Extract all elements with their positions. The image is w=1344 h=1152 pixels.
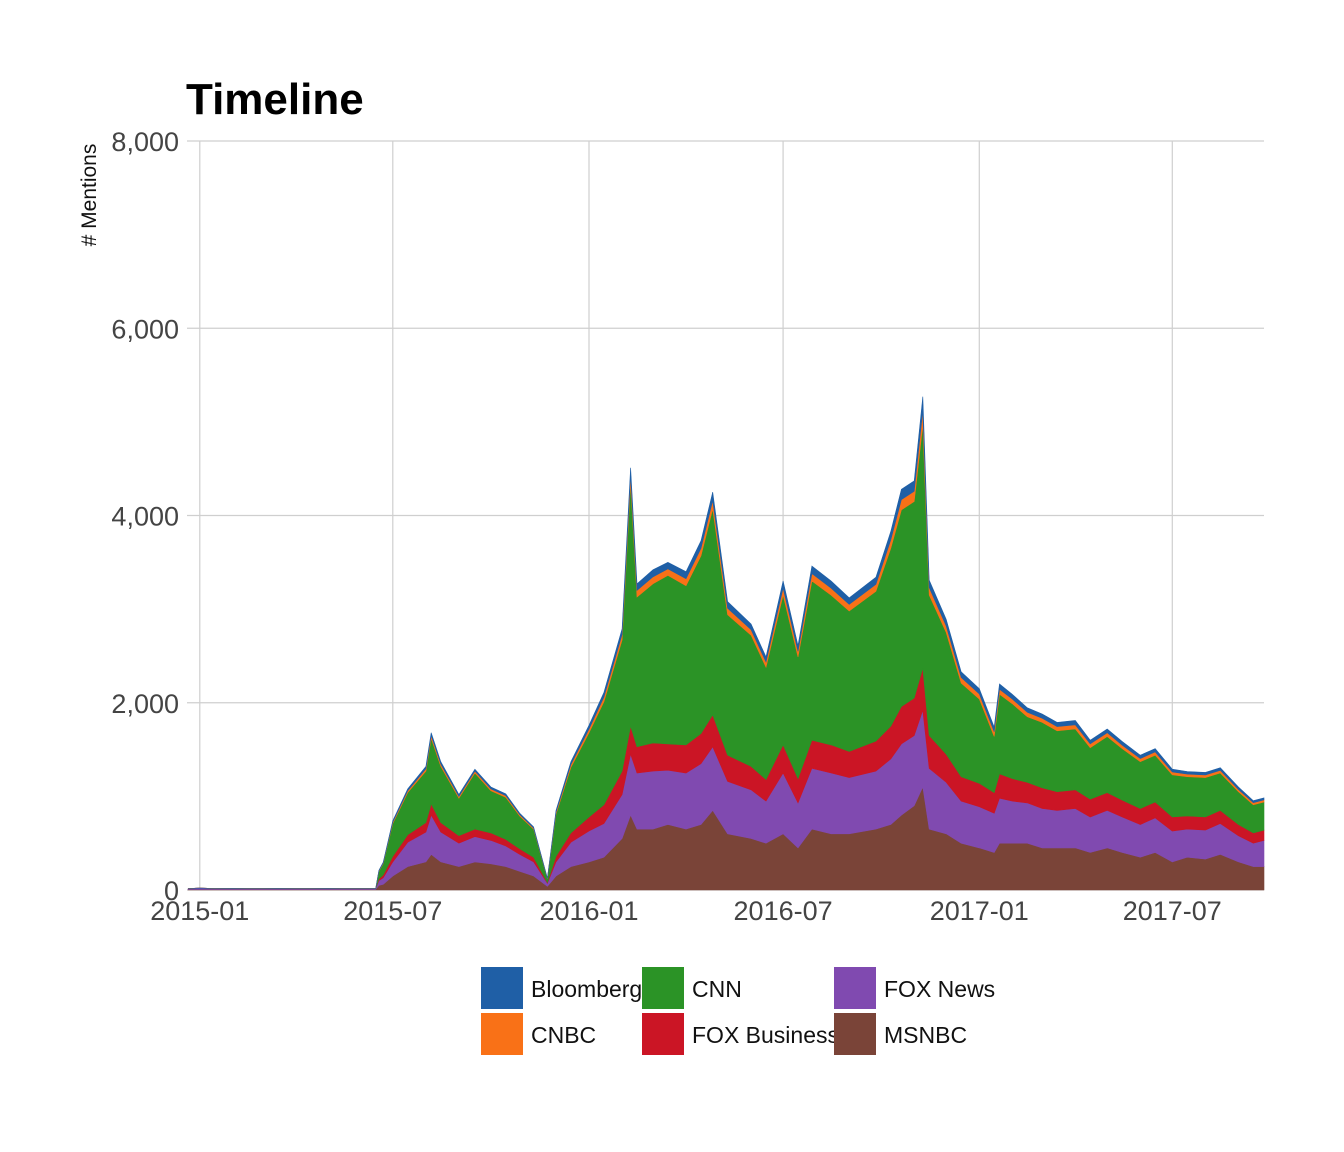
legend-swatch [481, 967, 523, 1009]
x-tick-label: 2015-07 [343, 896, 442, 926]
x-tick-labels: 2015-01 2015-07 2016-01 2016-07 2017-01 2017-… [150, 896, 1222, 926]
x-tick-label: 2016-01 [539, 896, 638, 926]
legend-swatch [481, 1013, 523, 1055]
legend-swatch [834, 967, 876, 1009]
y-tick-label: 0 [164, 876, 179, 906]
chart-title: Timeline [186, 75, 364, 124]
x-tick-label: 2017-07 [1123, 896, 1222, 926]
legend-item-cnbc: CNBC [481, 1013, 596, 1055]
legend-item-fox-news: FOX News [834, 967, 995, 1009]
area-bloomberg [188, 396, 1265, 889]
y-tick-label: 8,000 [111, 127, 179, 157]
legend-swatch [642, 967, 684, 1009]
legend-item-msnbc: MSNBC [834, 1013, 967, 1055]
legend-swatch [834, 1013, 876, 1055]
y-tick-label: 6,000 [111, 314, 179, 344]
y-axis-label: # Mentions [78, 144, 101, 247]
legend-swatch [642, 1013, 684, 1055]
legend-label: FOX Business [692, 1022, 839, 1048]
legend-item-fox-business: FOX Business [642, 1013, 839, 1055]
y-tick-label: 4,000 [111, 502, 179, 532]
legend-item-bloomberg: Bloomberg [481, 967, 642, 1009]
y-tick-labels: 0 2,000 4,000 6,000 8,000 [111, 127, 179, 906]
x-tick-label: 2017-01 [930, 896, 1029, 926]
stacked-area-layer [187, 396, 1265, 891]
legend-label: MSNBC [884, 1022, 967, 1048]
x-tick-label: 2015-01 [150, 896, 249, 926]
y-tick-label: 2,000 [111, 689, 179, 719]
legend: Bloomberg CNBC CNN FOX Business FOX News MSNB… [481, 967, 995, 1055]
legend-label: Bloomberg [531, 976, 642, 1002]
legend-label: FOX News [884, 976, 995, 1002]
legend-item-cnn: CNN [642, 967, 742, 1009]
x-tick-label: 2016-07 [734, 896, 833, 926]
legend-label: CNN [692, 976, 742, 1002]
legend-label: CNBC [531, 1022, 596, 1048]
